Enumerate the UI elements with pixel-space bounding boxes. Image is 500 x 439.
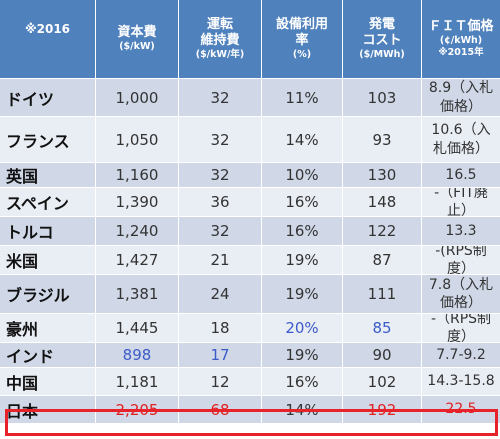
om-cost: 32 xyxy=(179,217,262,246)
capital-cost: 1,160 xyxy=(96,163,179,188)
om-cost: 21 xyxy=(179,246,262,275)
capital-cost: 1,427 xyxy=(96,246,179,275)
capital-cost: 1,445 xyxy=(96,314,179,343)
country-name: 英国 xyxy=(0,163,96,188)
table-row: 英国 1,160 32 10% 130 16.5 xyxy=(0,163,500,188)
utilization: 16% xyxy=(262,368,343,396)
country-name: スペイン xyxy=(0,188,96,217)
capital-cost: 1,240 xyxy=(96,217,179,246)
capital-cost: 898 xyxy=(96,343,179,368)
header-fit-price: ＦＩＴ価格 (¢/kWh) ※2015年 xyxy=(422,0,500,79)
table-row-japan: 日本 2,205 68 14% 192 22.5 xyxy=(0,396,500,424)
country-name: 米国 xyxy=(0,246,96,275)
om-cost: 18 xyxy=(179,314,262,343)
capital-cost: 1,181 xyxy=(96,368,179,396)
capital-cost: 1,381 xyxy=(96,275,179,314)
generation-cost: 111 xyxy=(343,275,422,314)
fit-price: -(RPS制度） xyxy=(422,246,500,275)
om-cost: 32 xyxy=(179,79,262,117)
table-row: フランス 1,050 32 14% 93 10.6（入札価格） xyxy=(0,117,500,163)
header-generation-cost: 発電 コスト ($/MWh) xyxy=(343,0,422,79)
utilization: 19% xyxy=(262,343,343,368)
table-row: 中国 1,181 12 16% 102 14.3-15.8 xyxy=(0,368,500,396)
utilization: 14% xyxy=(262,117,343,163)
om-cost: 17 xyxy=(179,343,262,368)
fit-price: 13.3 xyxy=(422,217,500,246)
fit-price: 14.3-15.8 xyxy=(422,368,500,396)
country-name: 中国 xyxy=(0,368,96,396)
capital-cost: 1,000 xyxy=(96,79,179,117)
header-year: ※2016 xyxy=(0,0,96,79)
utilization: 16% xyxy=(262,188,343,217)
om-cost: 12 xyxy=(179,368,262,396)
table-row: ブラジル 1,381 24 19% 111 7.8（入札価格） xyxy=(0,275,500,314)
fit-price: 10.6（入札価格） xyxy=(422,117,500,163)
generation-cost: 122 xyxy=(343,217,422,246)
utilization: 14% xyxy=(262,396,343,424)
fit-price: 16.5 xyxy=(422,163,500,188)
utilization: 19% xyxy=(262,246,343,275)
generation-cost: 103 xyxy=(343,79,422,117)
table-row: 豪州 1,445 18 20% 85 -（RPS制度） xyxy=(0,314,500,343)
om-cost: 24 xyxy=(179,275,262,314)
om-cost: 32 xyxy=(179,163,262,188)
om-cost: 36 xyxy=(179,188,262,217)
header-capital-cost: 資本費 ($/kW) xyxy=(96,0,179,79)
om-cost: 32 xyxy=(179,117,262,163)
generation-cost: 102 xyxy=(343,368,422,396)
cost-comparison-table: ※2016 資本費 ($/kW) 運転 維持費 ($/kW/年) 設備利用 率 (%)… xyxy=(0,0,500,424)
fit-price: -（RPS制度） xyxy=(422,314,500,343)
country-name: トルコ xyxy=(0,217,96,246)
fit-price: 7.7-9.2 xyxy=(422,343,500,368)
utilization: 19% xyxy=(262,275,343,314)
table-row: スペイン 1,390 36 16% 148 -（FIT廃止） xyxy=(0,188,500,217)
country-name: 豪州 xyxy=(0,314,96,343)
country-name: ブラジル xyxy=(0,275,96,314)
utilization: 16% xyxy=(262,217,343,246)
generation-cost: 93 xyxy=(343,117,422,163)
country-name: ドイツ xyxy=(0,79,96,117)
header-utilization: 設備利用 率 (%) xyxy=(262,0,343,79)
generation-cost: 85 xyxy=(343,314,422,343)
capital-cost: 1,050 xyxy=(96,117,179,163)
fit-price: -（FIT廃止） xyxy=(422,188,500,217)
country-name: 日本 xyxy=(0,396,96,424)
table-row: 米国 1,427 21 19% 87 -(RPS制度） xyxy=(0,246,500,275)
utilization: 20% xyxy=(262,314,343,343)
header-om-cost: 運転 維持費 ($/kW/年) xyxy=(179,0,262,79)
fit-price: 8.9（入札価格） xyxy=(422,79,500,117)
utilization: 10% xyxy=(262,163,343,188)
generation-cost: 130 xyxy=(343,163,422,188)
generation-cost: 87 xyxy=(343,246,422,275)
capital-cost: 1,390 xyxy=(96,188,179,217)
table-row: ドイツ 1,000 32 11% 103 8.9（入札価格） xyxy=(0,79,500,117)
om-cost: 68 xyxy=(179,396,262,424)
generation-cost: 148 xyxy=(343,188,422,217)
country-name: フランス xyxy=(0,117,96,163)
capital-cost: 2,205 xyxy=(96,396,179,424)
table-row: インド 898 17 19% 90 7.7-9.2 xyxy=(0,343,500,368)
generation-cost: 192 xyxy=(343,396,422,424)
generation-cost: 90 xyxy=(343,343,422,368)
country-name: インド xyxy=(0,343,96,368)
table-row: トルコ 1,240 32 16% 122 13.3 xyxy=(0,217,500,246)
utilization: 11% xyxy=(262,79,343,117)
fit-price: 7.8（入札価格） xyxy=(422,275,500,314)
fit-price: 22.5 xyxy=(422,396,500,424)
header-row: ※2016 資本費 ($/kW) 運転 維持費 ($/kW/年) 設備利用 率 (%)… xyxy=(0,0,500,79)
